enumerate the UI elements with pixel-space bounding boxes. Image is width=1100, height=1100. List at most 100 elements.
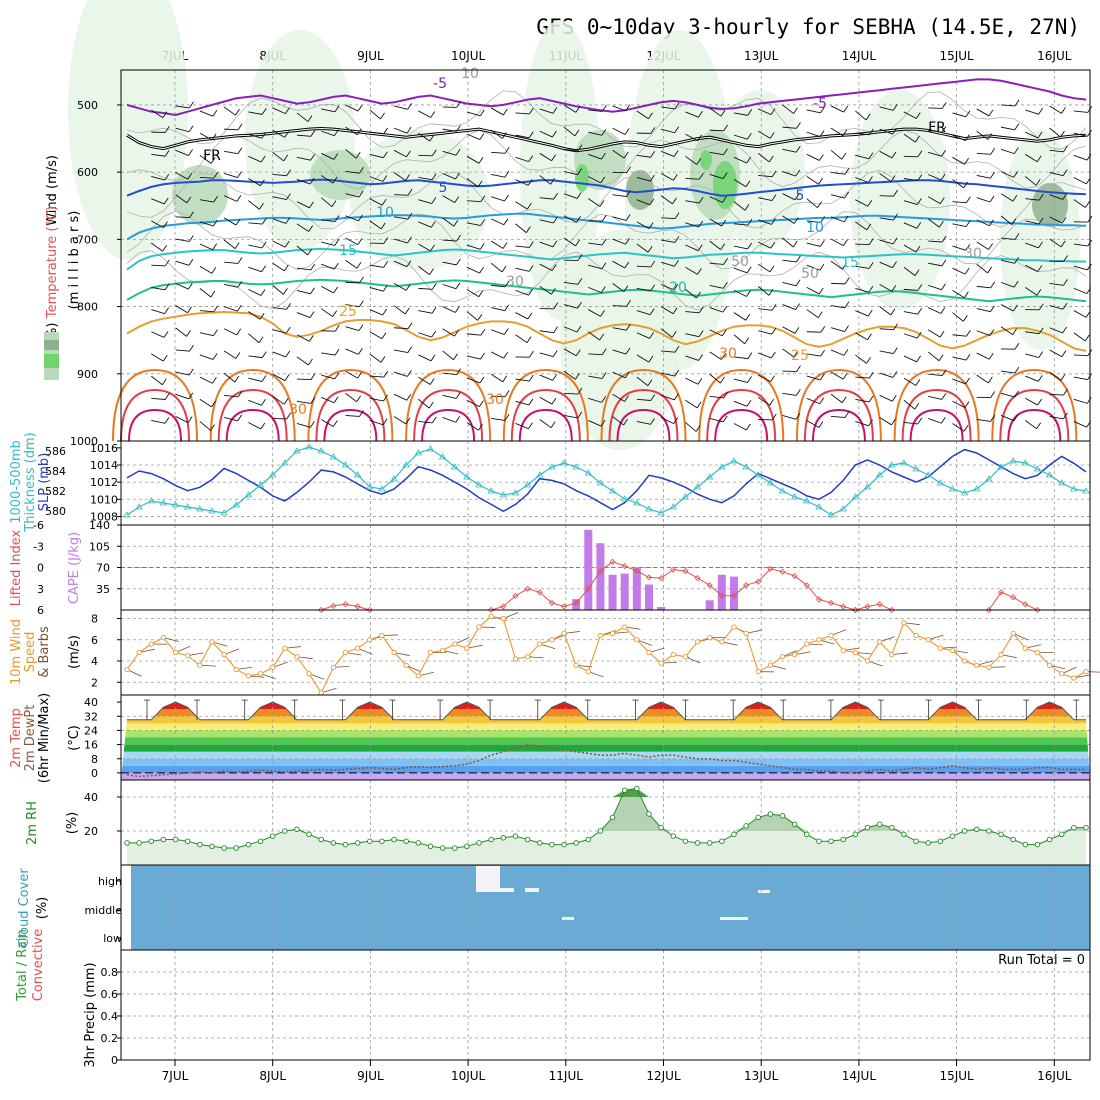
wind10m-barb xyxy=(479,626,496,628)
wind-speed-point xyxy=(403,662,409,668)
wind-barb-flag xyxy=(747,352,753,359)
wind-barb xyxy=(661,372,675,377)
wind10m-barb xyxy=(855,652,872,655)
wind-barb-flag xyxy=(1062,326,1067,334)
wind-barb xyxy=(660,195,673,205)
wind-barb xyxy=(855,221,868,231)
tick-label: 0 xyxy=(111,1054,118,1067)
wind-barb xyxy=(855,132,870,136)
wind-barb-flag xyxy=(744,337,750,344)
wind-barb-flag xyxy=(698,110,703,118)
wind-barb-flag xyxy=(1014,342,1020,350)
wind-barb-flag xyxy=(526,336,532,343)
wind10m-barb xyxy=(296,656,313,660)
wind-barb xyxy=(1049,305,1064,310)
wind-barb-flag xyxy=(600,310,605,317)
wind-barb-flag xyxy=(672,174,678,181)
date-label-top: 9JUL xyxy=(357,49,384,63)
wind-barb xyxy=(418,265,430,275)
wind-barb xyxy=(515,289,529,296)
wind-barb xyxy=(709,218,722,227)
cape-bar xyxy=(584,529,593,610)
wind-barb-flag xyxy=(747,109,753,116)
wind-barb-flag xyxy=(868,395,874,403)
wind-barb xyxy=(296,400,311,404)
wind-barb-flag xyxy=(355,152,361,159)
wind-barb xyxy=(175,105,190,109)
wind-barb-flag xyxy=(963,425,969,432)
wind-barb-flag xyxy=(989,219,994,227)
wind-barb xyxy=(1025,420,1037,430)
rh-point xyxy=(828,838,834,844)
wind-barb xyxy=(466,266,480,274)
wind-barb xyxy=(782,415,797,420)
wind-barb-flag xyxy=(866,357,871,364)
wind-barb-flag xyxy=(892,127,898,135)
wind-barb-flag xyxy=(237,147,243,154)
wind-barb-flag xyxy=(261,241,267,249)
wind-barb xyxy=(296,289,311,295)
wind-barb-flag xyxy=(1014,99,1020,107)
thickness-point xyxy=(366,483,374,490)
wind-barb-flag xyxy=(818,421,824,428)
wind-barb xyxy=(806,109,821,114)
wind-barb-flag xyxy=(454,329,459,337)
wind-barb-flag xyxy=(453,353,458,360)
wind-barb xyxy=(345,392,357,403)
wind-barb-flag xyxy=(1038,217,1044,225)
wind-barb-flag xyxy=(478,400,484,407)
wind-barb-flag xyxy=(359,166,364,174)
thickness-point xyxy=(705,473,714,480)
wind-barb xyxy=(563,304,578,309)
wind-barb xyxy=(369,309,383,316)
wind-barb xyxy=(782,281,797,287)
wind-barb xyxy=(199,110,213,117)
lifted-index-point xyxy=(658,575,665,582)
wind-barb xyxy=(563,193,578,199)
svg-text:(m/s): (m/s) xyxy=(67,635,82,669)
wind-barb-flag xyxy=(697,268,702,275)
wind-barb-flag xyxy=(623,418,628,426)
lifted-index-point xyxy=(573,599,580,606)
wind-barb-flag xyxy=(723,282,728,289)
wind-barb-flag xyxy=(601,238,607,246)
wind-barb-flag xyxy=(941,102,947,109)
wind-barb xyxy=(151,375,163,386)
wind-barb xyxy=(1025,331,1040,335)
rh-point xyxy=(901,831,907,838)
wind-barb xyxy=(466,244,481,250)
thickness-point xyxy=(681,493,690,500)
wind-barb xyxy=(248,111,263,115)
wind-barb-flag xyxy=(941,235,947,243)
wind-barb-flag xyxy=(844,167,850,175)
slp-tick-label: 1014 xyxy=(90,459,118,472)
lifted-index-point xyxy=(512,592,519,599)
wind-barb-flag xyxy=(844,277,850,285)
wind-barb xyxy=(879,239,894,245)
wind10m-barb xyxy=(406,664,421,673)
wind-barb xyxy=(830,238,844,246)
wind-barb-flag xyxy=(307,248,313,256)
date-label-top: 15JUL xyxy=(939,49,974,63)
wind-barb xyxy=(345,370,358,379)
wind-barb-flag xyxy=(990,171,995,179)
temp-band xyxy=(121,730,1090,738)
li-tick-label: -3 xyxy=(33,540,44,553)
wind-barb-flag xyxy=(454,196,460,203)
wind-speed-point xyxy=(743,630,749,637)
wind-barb xyxy=(661,128,675,134)
wind10m-barb xyxy=(879,636,895,643)
wind-barb-flag xyxy=(890,175,896,182)
wind-barb-flag xyxy=(503,352,509,359)
wind-barb-flag xyxy=(308,335,314,342)
wind-barb-flag xyxy=(526,202,532,210)
wind-barb xyxy=(296,312,311,319)
wind-barb xyxy=(636,421,651,425)
rh-point xyxy=(367,838,373,844)
wind-barb-flag xyxy=(334,239,340,246)
wind-barb-flag xyxy=(161,378,167,385)
lifted-index-point xyxy=(997,589,1005,596)
wind-barb xyxy=(442,283,457,290)
wind-barb xyxy=(757,152,770,163)
